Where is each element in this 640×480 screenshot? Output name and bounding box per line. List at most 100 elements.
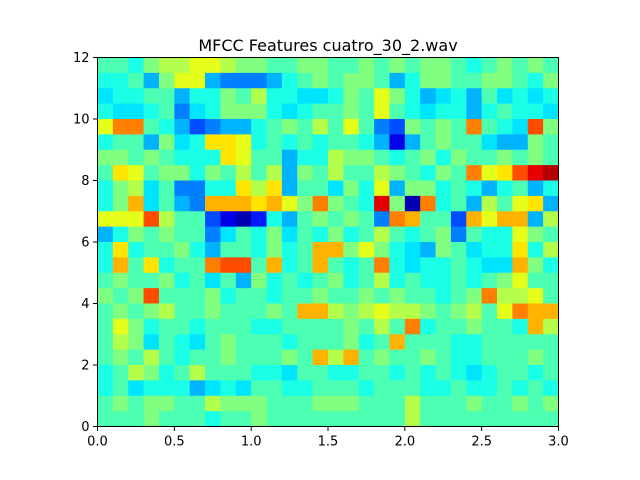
heatmap-cell [512,272,529,289]
heatmap-cell [420,119,436,135]
heatmap-cell [358,349,375,366]
heatmap-cell [466,288,483,304]
heatmap-cell [497,365,513,381]
heatmap-cell [97,180,114,197]
heatmap-cell [205,72,221,89]
heatmap-cell [358,380,375,397]
heatmap-cell [389,242,406,258]
heatmap-cell [543,380,559,397]
heatmap-cell [112,180,129,197]
heatmap-cell [497,88,513,105]
heatmap-cell [251,395,267,412]
heatmap-cell [312,318,329,335]
heatmap-cell [189,272,206,289]
heatmap-cell [189,349,206,366]
heatmap-cell [343,211,360,228]
heatmap-cell [435,88,452,105]
heatmap-cell [435,334,452,351]
heatmap-cell [420,242,436,258]
heatmap-cell [189,88,206,105]
heatmap-cell [343,318,360,335]
heatmap-cell [251,149,267,166]
heatmap-cell [404,88,421,105]
heatmap-cell [527,88,544,105]
y-axis: 0 2 4 6 8 10 12 [73,51,98,435]
heatmap-cell [497,272,513,289]
heatmap-cell [281,165,298,181]
heatmap-cell [174,380,191,397]
heatmap-cell [404,165,421,181]
heatmap-cell [343,395,360,412]
heatmap-cell [328,149,344,166]
heatmap-cell [450,88,467,105]
heatmap-cell [481,88,498,105]
heatmap-cell [343,72,360,89]
heatmap-cell [312,395,329,412]
heatmap-cell [97,226,114,243]
heatmap-cell [143,180,160,197]
heatmap-cell [543,149,559,166]
heatmap-cell [112,88,129,105]
heatmap-cell [251,242,267,258]
heatmap-cell [343,103,360,120]
heatmap-cell [220,380,237,397]
heatmap-cell [158,72,175,89]
heatmap-cell [174,303,191,320]
heatmap-cell [543,57,559,74]
heatmap-cell [281,349,298,366]
heatmap-cell [374,211,390,228]
heatmap-cell [266,303,283,320]
heatmap-cell [543,318,559,335]
heatmap-cell [374,411,390,427]
heatmap-cell [512,195,529,212]
heatmap-cell [158,88,175,105]
y-tick-label: 8 [81,174,89,189]
heatmap-cell [112,195,129,212]
heatmap-cell [497,226,513,243]
heatmap-cell [389,149,406,166]
heatmap-cell [143,334,160,351]
heatmap-cell [297,318,314,335]
heatmap-cell [420,272,436,289]
heatmap-cell [189,365,206,381]
heatmap-cell [112,411,129,427]
heatmap-cell [281,411,298,427]
heatmap-cell [374,380,390,397]
heatmap-cell [281,195,298,212]
heatmap-cell [543,272,559,289]
heatmap-cell [189,134,206,151]
heatmap-cell [158,226,175,243]
heatmap-cell [312,365,329,381]
heatmap-cell [497,180,513,197]
heatmap-cell [297,165,314,181]
heatmap-cell [297,119,314,135]
heatmap-cell [543,257,559,274]
heatmap-cell [543,103,559,120]
heatmap-cell [312,165,329,181]
heatmap-cell [404,334,421,351]
heatmap-cell [97,395,114,412]
heatmap-cell [128,149,144,166]
heatmap-cell [497,195,513,212]
heatmap-cell [358,180,375,197]
heatmap-cell [512,411,529,427]
heatmap-cell [251,195,267,212]
heatmap-cell [251,257,267,274]
heatmap-cell [220,103,237,120]
heatmap-cell [112,365,129,381]
heatmap-cell [220,195,237,212]
heatmap-cell [527,134,544,151]
heatmap-cell [205,334,221,351]
heatmap-cell [281,318,298,335]
heatmap-cell [389,380,406,397]
heatmap-cell [420,72,436,89]
heatmap-cell [112,149,129,166]
heatmap-cell [128,365,144,381]
heatmap-cell [527,211,544,228]
heatmap-cell [328,226,344,243]
heatmap-cell [97,257,114,274]
heatmap-cell [497,380,513,397]
heatmap-cell [158,411,175,427]
heatmap-cell [143,134,160,151]
heatmap-cell [343,349,360,366]
